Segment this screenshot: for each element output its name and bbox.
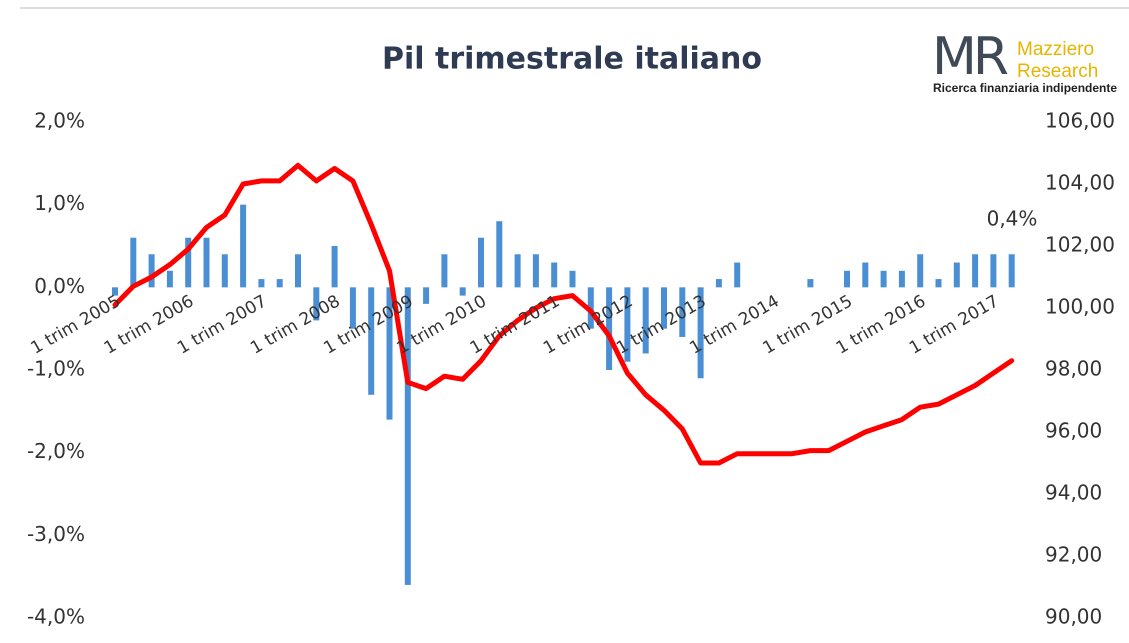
bar [1008,254,1015,288]
bar [148,254,155,288]
bar [917,254,924,288]
bar [112,287,118,296]
bar [313,287,320,321]
line [112,162,1015,466]
bar [386,287,393,420]
bar [606,287,613,370]
logo-line: Mazziero [1017,39,1094,60]
bar [661,287,667,329]
bar [221,254,228,288]
y-tick-label: -2,0% [27,439,85,463]
chart-title: Pil trimestrale italiano [382,42,762,77]
bar [624,287,631,362]
bar [844,270,850,288]
bar [295,254,301,288]
bar [130,237,137,288]
bar [185,237,192,288]
bar [258,279,265,288]
y-tick-label: -1,0% [27,357,85,381]
logo-mark: MR [932,27,1008,87]
y2-tick-label: 106,00 [1045,109,1115,133]
bar [349,287,356,329]
bar [807,279,814,288]
y2-tick-label: 100,00 [1045,295,1115,319]
bar [166,270,173,288]
y2-tick-label: 92,00 [1045,543,1102,567]
bar [953,262,960,288]
bar [734,262,741,288]
logo-line: Research [1017,61,1098,82]
y2-tick-label: 104,00 [1045,171,1115,195]
y-tick-label: 1,0% [34,191,85,215]
bar [697,287,704,379]
bar [441,254,448,288]
bar [203,237,210,288]
y2-tick-label: 94,00 [1045,481,1102,505]
bar [240,204,247,288]
bar [898,270,905,288]
logo-tagline: Ricerca finanziaria indipendente [933,81,1117,95]
bar [551,262,558,288]
y-tick-label: -3,0% [27,522,85,546]
bar [496,221,503,288]
y2-tick-label: 102,00 [1045,233,1115,257]
bar [679,287,686,337]
y-tick-label: 2,0% [34,109,85,133]
bar [990,254,997,288]
bar [423,287,430,304]
bar [368,287,375,395]
y2-tick-label: 98,00 [1045,357,1102,381]
bar [972,254,979,288]
bar [478,237,484,288]
bar [514,254,521,288]
bar [331,246,338,288]
y2-tick-label: 90,00 [1045,605,1102,629]
bar [459,287,466,296]
annotation: 0,4% [987,207,1038,231]
bar [532,254,539,288]
bar [276,279,283,288]
bar [862,262,869,288]
y2-tick-label: 96,00 [1045,419,1102,443]
bar [880,270,887,288]
bar [569,270,576,288]
bar [715,279,722,288]
y-tick-label: 0,0% [34,274,85,298]
bar [404,287,411,585]
bar [935,279,942,288]
bar [642,287,649,354]
y-tick-label: -4,0% [27,605,85,629]
